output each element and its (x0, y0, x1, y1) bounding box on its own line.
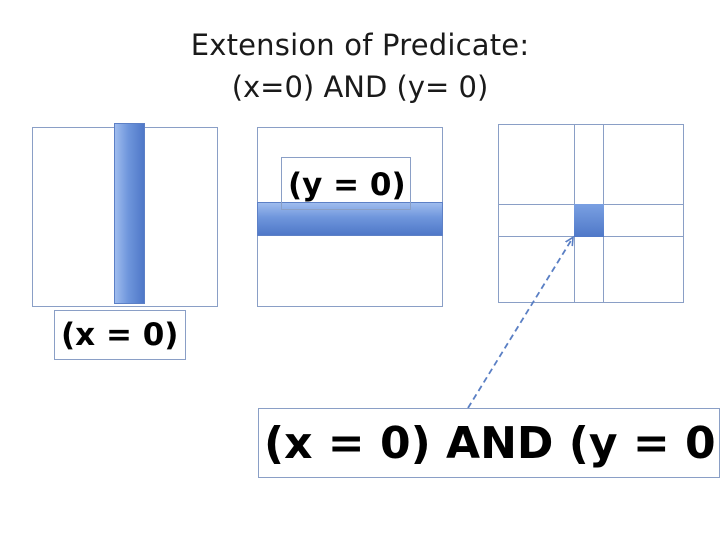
x-equals-zero-label: (x = 0) (54, 310, 186, 360)
x-zero-vertical-band (114, 123, 145, 304)
x-and-y-label: (x = 0) AND (y = 0) (258, 408, 720, 478)
y-zero-horizontal-band (257, 202, 443, 236)
slide-subtitle: (x=0) AND (y= 0) (231, 70, 489, 104)
intersection-cell (574, 204, 604, 237)
y-equals-zero-label: (y = 0) (281, 157, 411, 210)
slide-title: Extension of Predicate: (190, 28, 530, 62)
